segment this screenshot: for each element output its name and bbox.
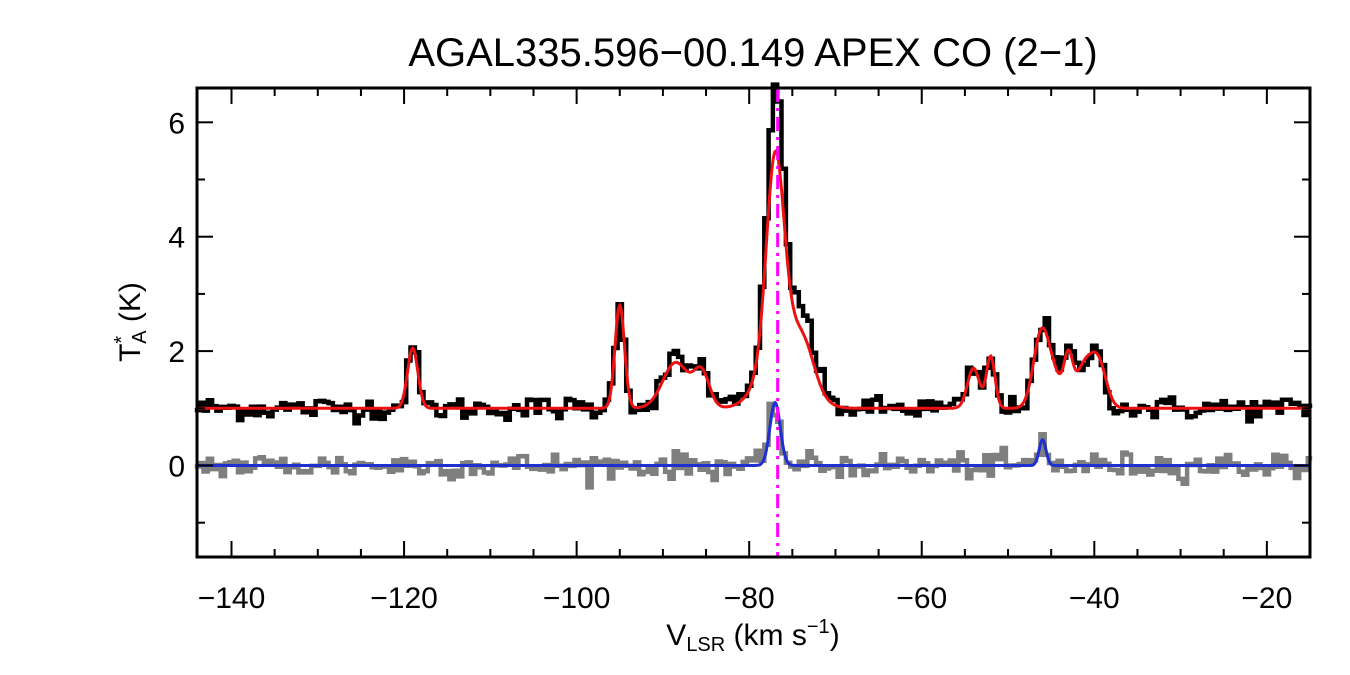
y-tick-label: 6 — [168, 107, 185, 140]
x-tick-label: −140 — [198, 582, 266, 615]
x-tick-label: −20 — [1241, 582, 1292, 615]
plot-area — [194, 82, 1313, 557]
plot-frame — [195, 86, 1312, 559]
x-tick-label: −80 — [724, 582, 775, 615]
x-tick-label: −120 — [370, 582, 438, 615]
x-tick-label: −100 — [543, 582, 611, 615]
series-line-1 — [197, 149, 1310, 410]
y-tick-label: 0 — [168, 450, 185, 483]
chart-title: AGAL335.596−00.149 APEX CO (2−1) — [408, 31, 1097, 75]
y-tick-label: 2 — [168, 336, 185, 369]
x-axis-label: VLSR (km s−1) — [666, 616, 839, 656]
series-line-3 — [197, 400, 1310, 467]
x-tick-label: −60 — [896, 582, 947, 615]
x-tick-label: −40 — [1069, 582, 1120, 615]
y-tick-label: 4 — [168, 222, 185, 255]
y-axis-label: T*A (K) — [111, 282, 151, 362]
axis-ticks: −140 −120 −100 −80 −60 −40 −20 0 2 4 6 — [168, 88, 1311, 615]
